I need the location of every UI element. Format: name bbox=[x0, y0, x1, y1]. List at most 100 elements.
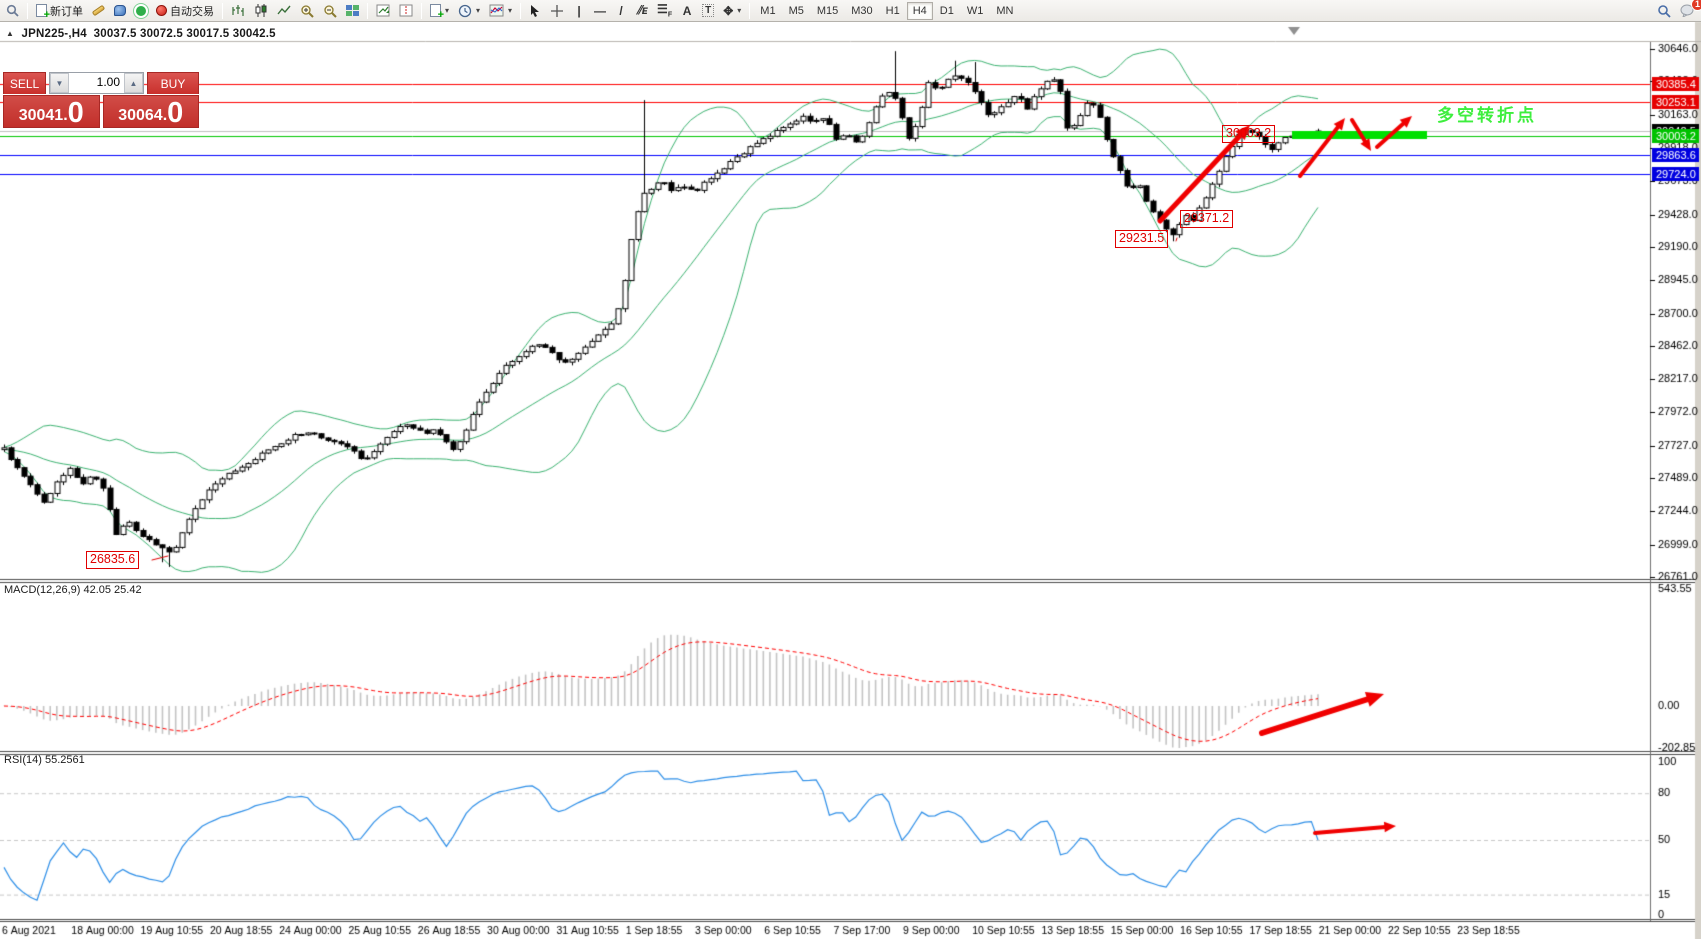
line-mode-button[interactable] bbox=[273, 1, 295, 21]
text-label-icon: T bbox=[702, 4, 715, 17]
zoom-in-button[interactable] bbox=[296, 1, 318, 21]
volume-decrease-button[interactable]: ▼ bbox=[50, 73, 69, 93]
tab-m5[interactable]: M5 bbox=[788, 4, 804, 17]
template-icon bbox=[489, 4, 504, 17]
sell-price-main: 30041 bbox=[18, 107, 64, 124]
price-callout-29371[interactable]: 29371.2 bbox=[1180, 210, 1234, 228]
tab-h4[interactable]: H4 bbox=[906, 1, 933, 20]
signal-icon bbox=[136, 5, 146, 16]
add-indicator-icon: + bbox=[430, 4, 444, 21]
global-search-button[interactable] bbox=[1653, 1, 1675, 21]
buy-price-main: 30064 bbox=[118, 107, 163, 124]
sell-price-big-digit: 0 bbox=[67, 97, 84, 129]
tab-h1[interactable]: H1 bbox=[885, 4, 900, 17]
signals-button[interactable] bbox=[131, 1, 151, 21]
ohlc-values: 30037.5 30072.5 30017.5 30042.5 bbox=[93, 28, 276, 40]
period-separators-button[interactable] bbox=[395, 1, 417, 21]
cursor-icon bbox=[531, 4, 540, 17]
candlestick-icon bbox=[255, 4, 267, 17]
add-indicator-button[interactable]: + ▾ bbox=[426, 1, 453, 21]
buy-price-big-digit: 0 bbox=[167, 97, 184, 129]
chart-ohlc-title: ▲ JPN225-,H4 30037.5 30072.5 30017.5 300… bbox=[6, 28, 276, 40]
tab-mn[interactable]: MN bbox=[996, 4, 1014, 17]
rsi-indicator-label: RSI(14) 55.2561 bbox=[4, 754, 85, 766]
new-order-icon: + bbox=[36, 4, 50, 21]
toolbar-separator bbox=[222, 2, 223, 19]
fibonacci-icon: ☰F bbox=[657, 2, 673, 19]
volume-stepper: ▼ 1.00 ▲ bbox=[49, 72, 144, 94]
main-toolbar: + 新订单 自动交易 bbox=[0, 0, 1701, 22]
price-callout-29231[interactable]: 29231.5 bbox=[1115, 230, 1169, 248]
turning-point-annotation[interactable]: 多空转折点 bbox=[1437, 106, 1537, 125]
new-order-label: 新订单 bbox=[50, 5, 83, 18]
autotrade-icon bbox=[156, 5, 167, 16]
toolbar-separator bbox=[367, 2, 368, 19]
zoom-in-icon bbox=[301, 4, 314, 18]
trendline-icon: / bbox=[619, 3, 623, 18]
symbol-name: JPN225-,H4 bbox=[21, 28, 87, 40]
tab-d1[interactable]: D1 bbox=[939, 4, 954, 17]
cursor-tool-button[interactable] bbox=[525, 1, 545, 21]
toolbar-separator bbox=[421, 2, 422, 19]
search-button[interactable] bbox=[2, 1, 23, 21]
text-tool-button[interactable]: A bbox=[677, 1, 697, 21]
period-menu-button[interactable]: ▾ bbox=[454, 1, 484, 21]
horizontal-line-icon: — bbox=[594, 3, 607, 18]
buy-price[interactable]: 30064. 0 bbox=[102, 95, 199, 129]
chevron-down-icon: ▾ bbox=[737, 6, 742, 15]
tab-m30[interactable]: M30 bbox=[851, 4, 873, 17]
sell-button[interactable]: SELL bbox=[3, 72, 46, 94]
data-window-icon bbox=[376, 4, 390, 17]
autotrade-button[interactable]: 自动交易 bbox=[152, 1, 218, 21]
volume-input[interactable]: 1.00 bbox=[96, 75, 120, 89]
macd-indicator-label: MACD(12,26,9) 42.05 25.42 bbox=[4, 584, 142, 596]
chevron-down-icon: ▾ bbox=[445, 6, 450, 15]
arrows-tool-button[interactable]: ✥ ▾ bbox=[719, 1, 745, 21]
crosshair-tool-button[interactable] bbox=[546, 1, 568, 21]
autotrade-label: 自动交易 bbox=[170, 5, 214, 18]
notification-badge: 1 bbox=[1691, 0, 1701, 11]
chevron-down-icon: ▾ bbox=[508, 6, 513, 15]
tab-m1[interactable]: M1 bbox=[760, 4, 776, 17]
candle-mode-button[interactable] bbox=[250, 1, 272, 21]
tab-w1[interactable]: W1 bbox=[966, 4, 984, 17]
search-icon bbox=[1658, 4, 1671, 18]
toolbar-separator bbox=[27, 2, 28, 19]
fibonacci-tool-button[interactable]: ☰F bbox=[653, 1, 676, 21]
tile-windows-icon bbox=[346, 5, 359, 16]
arrows-icon: ✥ bbox=[723, 3, 734, 18]
search-icon bbox=[6, 4, 19, 17]
tab-m15[interactable]: M15 bbox=[816, 4, 839, 17]
vline-tool-button[interactable]: | bbox=[569, 1, 589, 21]
chat-bubble-icon bbox=[1680, 4, 1694, 17]
bar-chart-mode-button[interactable] bbox=[227, 1, 249, 21]
chevron-down-icon: ▾ bbox=[476, 6, 481, 15]
line-chart-icon bbox=[277, 5, 291, 15]
market-watch-button[interactable] bbox=[110, 1, 130, 21]
toolbar-separator bbox=[749, 2, 751, 19]
tile-windows-button[interactable] bbox=[342, 1, 363, 21]
volume-increase-button[interactable]: ▲ bbox=[124, 73, 143, 93]
label-tool-button[interactable]: T bbox=[698, 1, 718, 21]
buy-button[interactable]: BUY bbox=[147, 72, 199, 94]
notifications-button[interactable]: 1 bbox=[1676, 0, 1701, 21]
collapse-arrow-icon[interactable]: ▲ bbox=[6, 29, 15, 38]
template-menu-button[interactable]: ▾ bbox=[485, 1, 516, 21]
messenger-icon bbox=[114, 5, 126, 16]
equidistant-channel-icon: ⫽ᴇ bbox=[636, 3, 648, 17]
hline-tool-button[interactable]: — bbox=[590, 1, 610, 21]
clock-icon bbox=[458, 4, 472, 17]
channel-tool-button[interactable]: ⫽ᴇ bbox=[632, 1, 652, 21]
data-window-button[interactable] bbox=[372, 1, 394, 21]
new-order-button[interactable]: + 新订单 bbox=[32, 1, 87, 21]
zoom-out-button[interactable] bbox=[319, 1, 341, 21]
bar-chart-icon bbox=[232, 5, 244, 16]
sell-price[interactable]: 30041. 0 bbox=[3, 95, 100, 128]
price-callout-30003[interactable]: 30003.2 bbox=[1222, 125, 1276, 143]
price-callout-26835[interactable]: 26835.6 bbox=[86, 551, 140, 569]
crayon-icon bbox=[91, 4, 106, 17]
trendline-tool-button[interactable]: / bbox=[611, 1, 631, 21]
styler-button[interactable] bbox=[88, 1, 109, 21]
vertical-line-icon: | bbox=[577, 3, 581, 18]
